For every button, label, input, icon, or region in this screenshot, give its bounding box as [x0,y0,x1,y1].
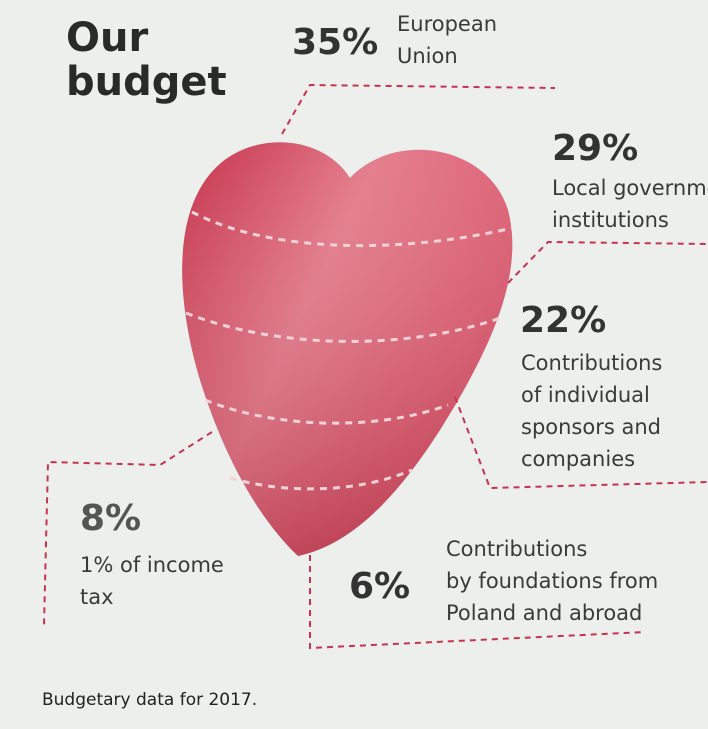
title-line-2: budget [66,59,227,105]
value-label-european-union: 35% [292,22,379,63]
leader-income-tax [43,431,213,626]
label-line: Contributions [446,537,588,561]
divider-tax-foundations [229,468,413,491]
label-line: by foundations from [446,569,659,593]
label-line: of individual [521,383,650,407]
leader-individual-sponsors [454,396,708,490]
chart-title: Our budget [66,16,227,104]
leader-lines [43,83,708,650]
category-label-local-government: Local governme institutions [552,172,708,236]
label-line: Contributions [521,351,663,375]
label-line: tax [80,585,114,609]
category-label-foundations: Contributions by foundations from Poland… [446,533,658,629]
leader-foundations [309,555,646,650]
footnote: Budgetary data for 2017. [42,690,258,710]
category-label-income-tax: 1% of income tax [80,549,224,613]
label-line: Poland and abroad [446,601,643,625]
label-line: institutions [552,208,669,232]
slice-dividers [185,210,513,491]
value-label-income-tax: 8% [80,498,142,539]
title-line-1: Our [66,15,149,61]
category-label-individual-sponsors: Contributions of individual sponsors and… [521,347,662,475]
leader-local-government [507,240,708,284]
value-label-local-government: 29% [552,128,639,169]
label-line: Local governme [552,176,708,200]
label-line: Union [397,44,458,68]
divider-sponsors-tax [204,398,449,425]
category-label-european-union: European Union [397,8,497,72]
divider-local-sponsors [185,311,501,343]
heart-shape [182,142,513,556]
label-line: sponsors and [521,415,661,439]
value-label-foundations: 6% [349,566,411,607]
label-line: companies [521,447,636,471]
value-label-individual-sponsors: 22% [520,300,607,341]
label-line: 1% of income [80,553,224,577]
leader-european-union [281,83,556,135]
label-line: European [397,12,498,36]
divider-eu-local [191,210,513,248]
